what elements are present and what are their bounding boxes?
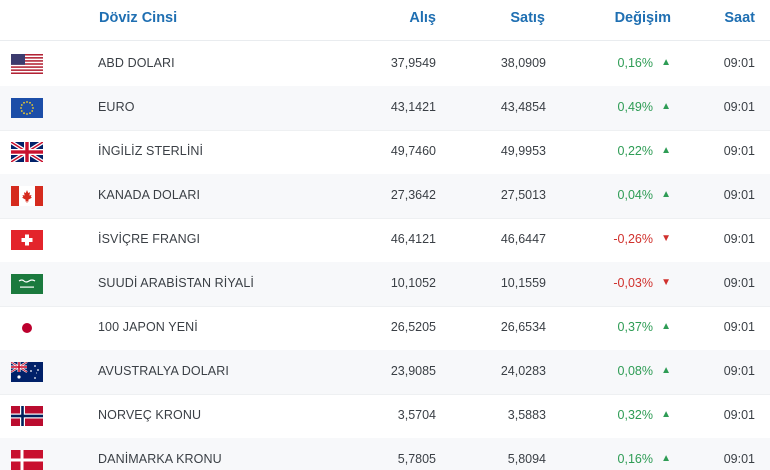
change-value: 0,49%: [617, 100, 653, 114]
ca-flag-icon: [11, 186, 43, 206]
jp-flag-icon: [11, 318, 43, 338]
header-sell[interactable]: Satış: [510, 10, 545, 26]
au-flag-icon: [11, 362, 43, 382]
time-value: 09:01: [723, 144, 755, 158]
currency-name: İNGİLİZ STERLİNİ: [98, 144, 204, 158]
up-arrow-icon: ▲: [661, 453, 671, 464]
buy-value: 49,7460: [390, 144, 436, 158]
table-row[interactable]: AVUSTRALYA DOLARI 23,9085 24,0283 0,08% …: [0, 350, 770, 395]
sell-value: 5,8094: [507, 452, 546, 466]
sell-value: 24,0283: [500, 364, 546, 378]
sell-value: 26,6534: [500, 320, 546, 334]
table-row[interactable]: İNGİLİZ STERLİNİ 49,7460 49,9953 0,22% ▲…: [0, 130, 770, 175]
time-value: 09:01: [723, 100, 755, 114]
sell-value: 10,1559: [500, 276, 546, 290]
table-row[interactable]: İSVİÇRE FRANGI 46,4121 46,6447 -0,26% ▼ …: [0, 218, 770, 263]
currency-name: ABD DOLARI: [98, 56, 175, 70]
table-row[interactable]: ABD DOLARI 37,9549 38,0909 0,16% ▲ 09:01: [0, 42, 770, 87]
currency-name: İSVİÇRE FRANGI: [98, 232, 201, 246]
up-arrow-icon: ▲: [661, 57, 671, 68]
table-row[interactable]: SUUDİ ARABİSTAN RİYALİ 10,1052 10,1559 -…: [0, 262, 770, 307]
currency-name: DANİMARKA KRONU: [98, 452, 222, 466]
change-value: 0,04%: [617, 188, 653, 202]
buy-value: 43,1421: [390, 100, 436, 114]
buy-value: 10,1052: [390, 276, 436, 290]
buy-value: 46,4121: [390, 232, 436, 246]
currency-name: SUUDİ ARABİSTAN RİYALİ: [98, 276, 254, 290]
time-value: 09:01: [723, 276, 755, 290]
down-arrow-icon: ▼: [661, 277, 671, 288]
no-flag-icon: [11, 406, 43, 426]
buy-value: 37,9549: [390, 56, 436, 70]
time-value: 09:01: [723, 364, 755, 378]
time-value: 09:01: [723, 320, 755, 334]
time-value: 09:01: [723, 232, 755, 246]
ch-flag-icon: [11, 230, 43, 250]
sell-value: 43,4854: [500, 100, 546, 114]
header-currency-name[interactable]: Döviz Cinsi: [99, 10, 178, 26]
sell-value: 3,5883: [507, 408, 546, 422]
up-arrow-icon: ▲: [661, 145, 671, 156]
buy-value: 3,5704: [397, 408, 436, 422]
currency-name: 100 JAPON YENİ: [98, 320, 198, 334]
currency-name: AVUSTRALYA DOLARI: [98, 364, 229, 378]
table-row[interactable]: NORVEÇ KRONU 3,5704 3,5883 0,32% ▲ 09:01: [0, 394, 770, 439]
change-value: 0,08%: [617, 364, 653, 378]
up-arrow-icon: ▲: [661, 189, 671, 200]
buy-value: 23,9085: [390, 364, 436, 378]
buy-value: 27,3642: [390, 188, 436, 202]
table-row[interactable]: DANİMARKA KRONU 5,7805 5,8094 0,16% ▲ 09…: [0, 438, 770, 470]
time-value: 09:01: [723, 188, 755, 202]
table-header: Döviz Cinsi Alış Satış Değişim Saat: [0, 0, 770, 41]
change-value: 0,37%: [617, 320, 653, 334]
currency-name: EURO: [98, 100, 135, 114]
time-value: 09:01: [723, 56, 755, 70]
down-arrow-icon: ▼: [661, 233, 671, 244]
buy-value: 26,5205: [390, 320, 436, 334]
sell-value: 27,5013: [500, 188, 546, 202]
header-change[interactable]: Değişim: [614, 10, 671, 26]
buy-value: 5,7805: [397, 452, 436, 466]
eu-flag-icon: [11, 98, 43, 118]
change-value: 0,16%: [617, 56, 653, 70]
us-flag-icon: [11, 54, 43, 74]
sa-flag-icon: [11, 274, 43, 294]
up-arrow-icon: ▲: [661, 409, 671, 420]
up-arrow-icon: ▲: [661, 321, 671, 332]
sell-value: 46,6447: [500, 232, 546, 246]
change-value: 0,32%: [617, 408, 653, 422]
table-row[interactable]: 100 JAPON YENİ 26,5205 26,6534 0,37% ▲ 0…: [0, 306, 770, 351]
change-value: 0,16%: [617, 452, 653, 466]
change-value: -0,26%: [613, 232, 653, 246]
up-arrow-icon: ▲: [661, 101, 671, 112]
time-value: 09:01: [723, 408, 755, 422]
dk-flag-icon: [11, 450, 43, 470]
sell-value: 38,0909: [500, 56, 546, 70]
currency-name: NORVEÇ KRONU: [98, 408, 202, 422]
table-row[interactable]: EURO 43,1421 43,4854 0,49% ▲ 09:01: [0, 86, 770, 131]
table-row[interactable]: KANADA DOLARI 27,3642 27,5013 0,04% ▲ 09…: [0, 174, 770, 219]
uk-flag-icon: [11, 142, 43, 162]
change-value: 0,22%: [617, 144, 653, 158]
header-time[interactable]: Saat: [724, 10, 755, 26]
change-value: -0,03%: [613, 276, 653, 290]
up-arrow-icon: ▲: [661, 365, 671, 376]
currency-name: KANADA DOLARI: [98, 188, 201, 202]
sell-value: 49,9953: [500, 144, 546, 158]
time-value: 09:01: [723, 452, 755, 466]
header-buy[interactable]: Alış: [409, 10, 436, 26]
